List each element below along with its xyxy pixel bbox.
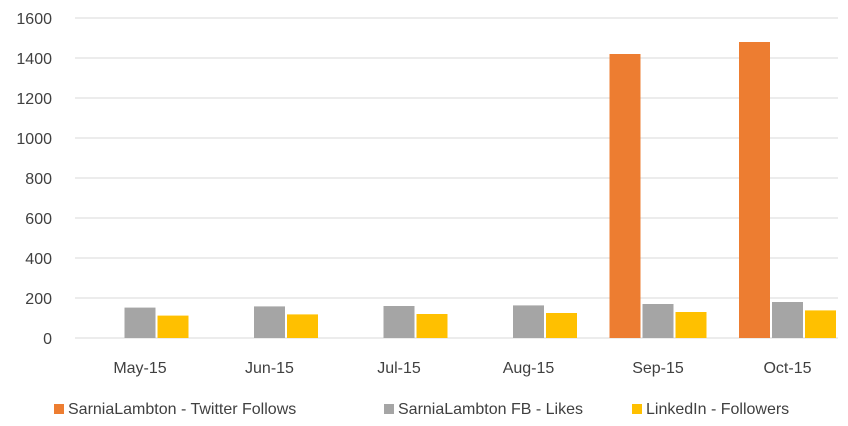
bar-May-15-series-2 bbox=[157, 315, 189, 338]
legend-swatch-2 bbox=[632, 404, 642, 414]
bar-Sep-15-series-1 bbox=[642, 304, 674, 338]
legend-swatch-1 bbox=[384, 404, 394, 414]
x-tick-label: Sep-15 bbox=[632, 360, 684, 377]
bar-Jul-15-series-2 bbox=[416, 314, 448, 338]
bars bbox=[124, 42, 836, 338]
y-tick-label: 600 bbox=[25, 211, 52, 228]
legend-label: SarniaLambton - Twitter Follows bbox=[68, 401, 296, 418]
legend-swatch-0 bbox=[54, 404, 64, 414]
bar-Aug-15-series-1 bbox=[513, 305, 544, 338]
y-tick-label: 400 bbox=[25, 251, 52, 268]
x-tick-label: May-15 bbox=[113, 360, 166, 377]
y-tick-label: 1000 bbox=[16, 131, 52, 148]
bar-Oct-15-series-1 bbox=[772, 302, 803, 338]
bar-Oct-15-series-2 bbox=[805, 310, 836, 338]
bar-Aug-15-series-2 bbox=[546, 313, 577, 338]
legend-label: LinkedIn - Followers bbox=[646, 401, 789, 418]
x-tick-label: Oct-15 bbox=[763, 360, 811, 377]
bar-Oct-15-series-0 bbox=[739, 42, 770, 338]
x-tick-label: Jun-15 bbox=[245, 360, 294, 377]
bar-May-15-series-1 bbox=[124, 307, 156, 338]
bar-Jun-15-series-1 bbox=[254, 306, 285, 338]
legend-label: SarniaLambton FB - Likes bbox=[398, 401, 583, 418]
bar-Sep-15-series-0 bbox=[609, 54, 641, 338]
y-tick-label: 1400 bbox=[16, 51, 52, 68]
y-tick-label: 1200 bbox=[16, 91, 52, 108]
x-tick-label: Jul-15 bbox=[377, 360, 421, 377]
bar-Jun-15-series-2 bbox=[287, 314, 318, 338]
y-axis-tick-labels: 0 200 400 600 800 1000 1200 1400 1600 bbox=[16, 11, 52, 348]
gridlines bbox=[75, 17, 838, 339]
x-axis-tick-labels: May-15 Jun-15 Jul-15 Aug-15 Sep-15 Oct-15 bbox=[113, 360, 811, 377]
legend: SarniaLambton - Twitter Follows SarniaLam… bbox=[54, 401, 789, 418]
y-tick-label: 1600 bbox=[16, 11, 52, 28]
y-tick-label: 0 bbox=[43, 331, 52, 348]
x-tick-label: Aug-15 bbox=[503, 360, 555, 377]
y-tick-label: 200 bbox=[25, 291, 52, 308]
bar-Jul-15-series-1 bbox=[383, 306, 415, 338]
y-tick-label: 800 bbox=[25, 171, 52, 188]
bar-Sep-15-series-2 bbox=[675, 312, 707, 338]
